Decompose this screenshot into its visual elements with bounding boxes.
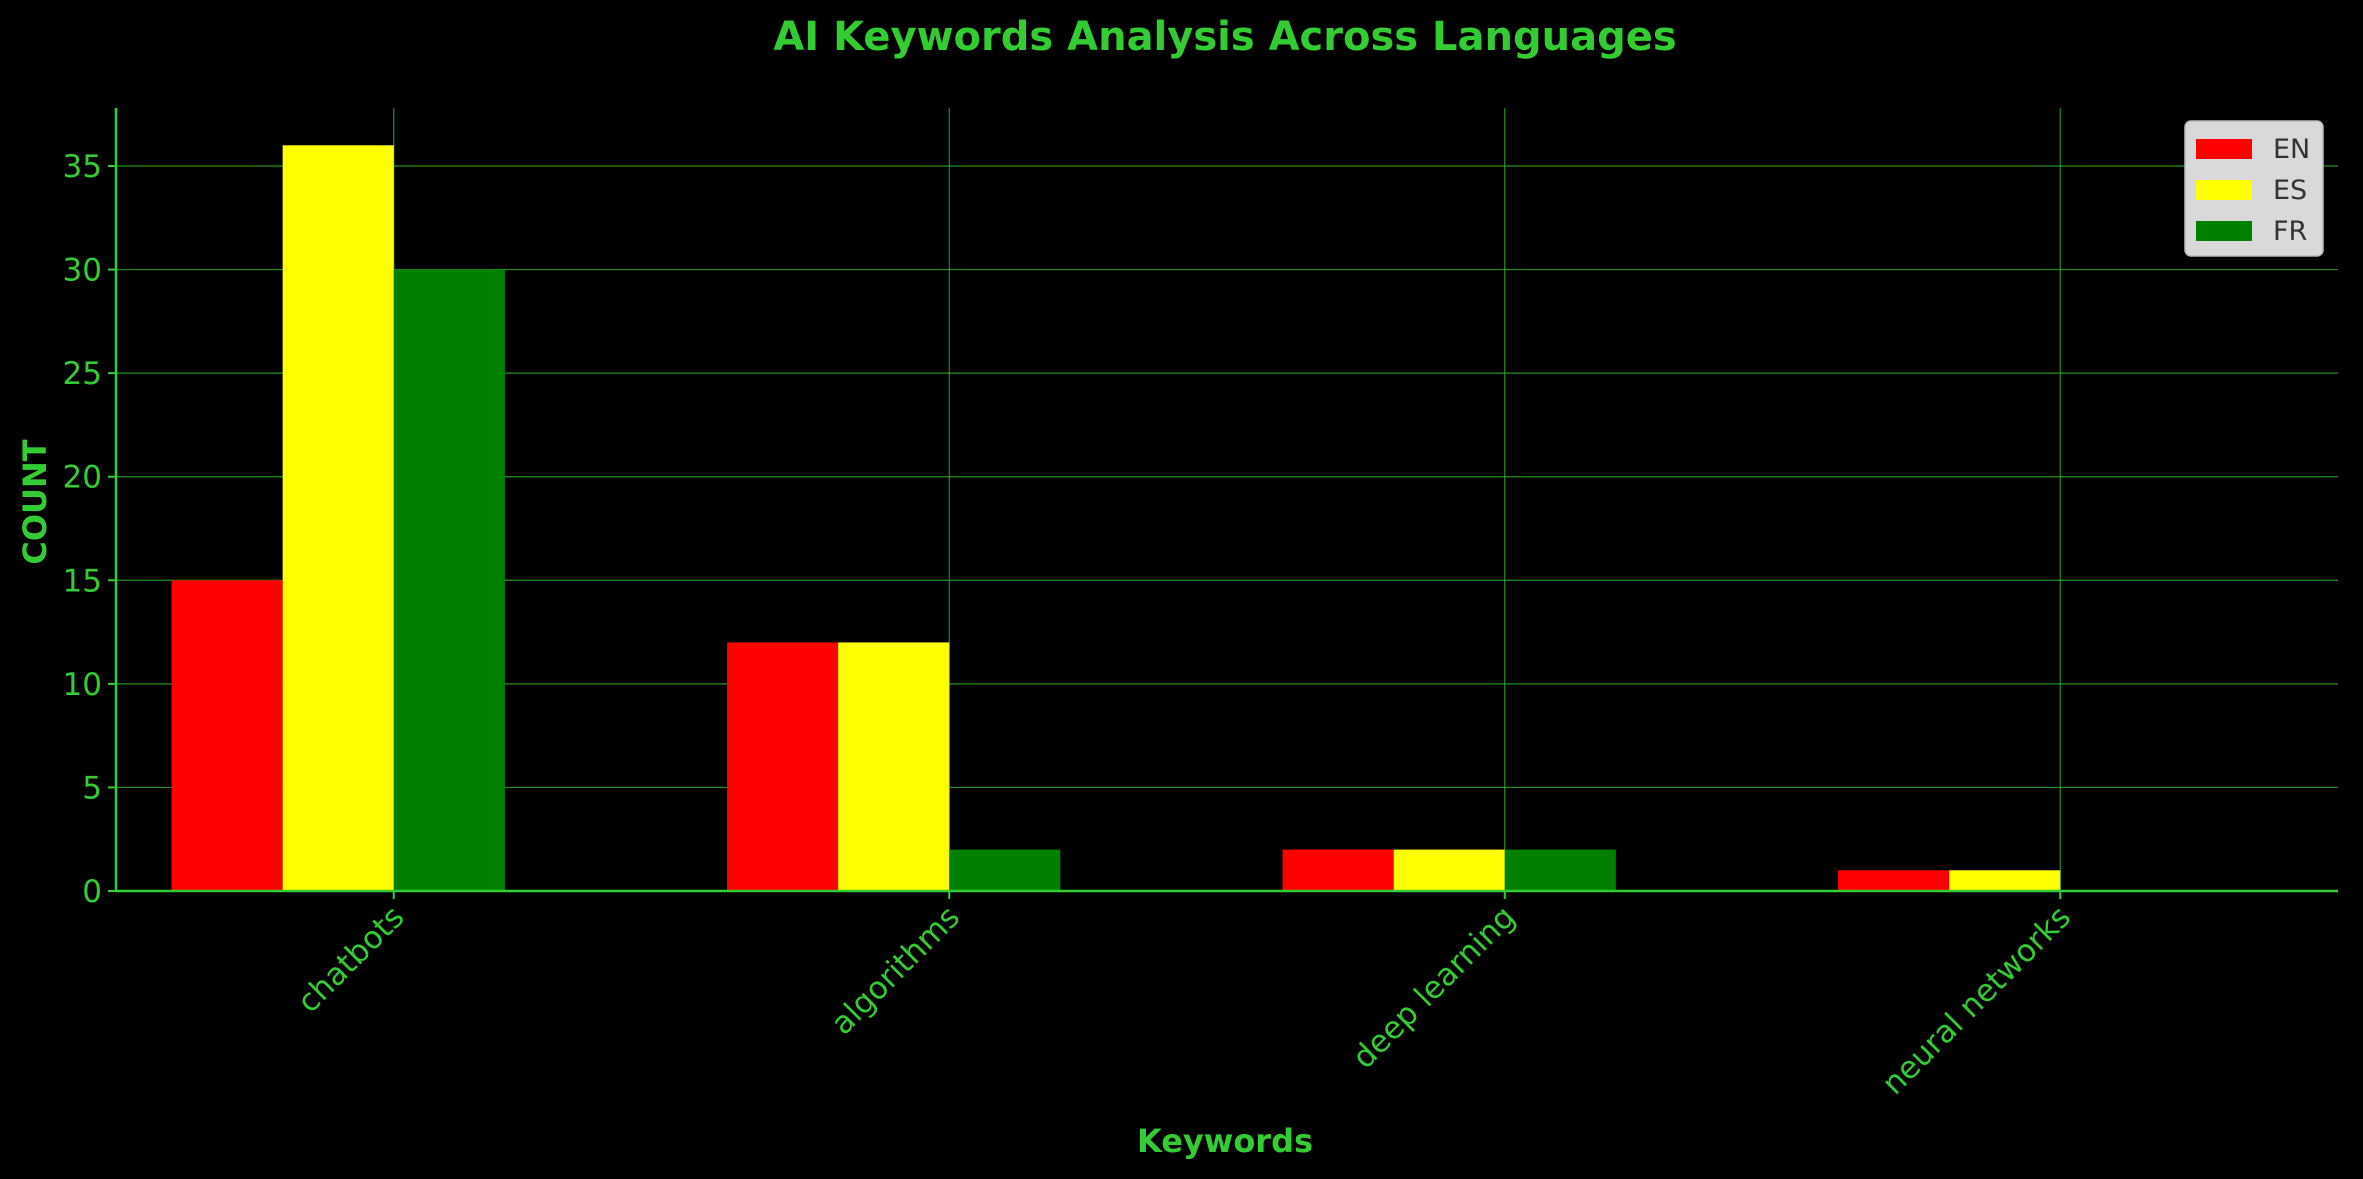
bar-en-deep-learning [1282, 849, 1394, 891]
legend-label-fr: FR [2273, 216, 2307, 247]
y-tick-label: 5 [82, 770, 102, 806]
y-tick-label: 10 [63, 667, 102, 703]
legend-swatch-fr [2196, 221, 2252, 241]
legend-swatch-en [2196, 139, 2252, 159]
bar-fr-chatbots [393, 269, 505, 892]
bar-fr-deep-learning [1504, 849, 1616, 891]
legend: EN ES FR [2184, 120, 2324, 257]
y-tick-label: 20 [63, 460, 102, 496]
bar-en-chatbots [171, 580, 283, 891]
axes-layer [114, 108, 2338, 893]
bar-es-algorithms [838, 642, 950, 891]
y-tick-label: 25 [63, 356, 102, 392]
bar-en-neural-networks [1838, 870, 1950, 891]
y-tick-label: 15 [63, 563, 102, 599]
chart-title: AI Keywords Analysis Across Languages [773, 14, 1676, 60]
y-tick-label: 0 [82, 874, 102, 910]
legend-label-es: ES [2273, 175, 2307, 206]
legend-label-en: EN [2273, 134, 2310, 165]
bar-fr-algorithms [949, 849, 1061, 891]
y-axis-title: COUNT [16, 439, 54, 564]
bar-es-deep-learning [1393, 849, 1505, 891]
y-tick-label: 30 [63, 253, 102, 289]
bar-es-chatbots [282, 145, 394, 892]
bar-es-neural-networks [1949, 870, 2061, 891]
x-axis-title: Keywords [1137, 1122, 1313, 1160]
bar-en-algorithms [727, 642, 839, 891]
y-tick-label: 35 [63, 149, 102, 185]
bars-layer [171, 145, 2061, 892]
legend-swatch-es [2196, 180, 2252, 200]
